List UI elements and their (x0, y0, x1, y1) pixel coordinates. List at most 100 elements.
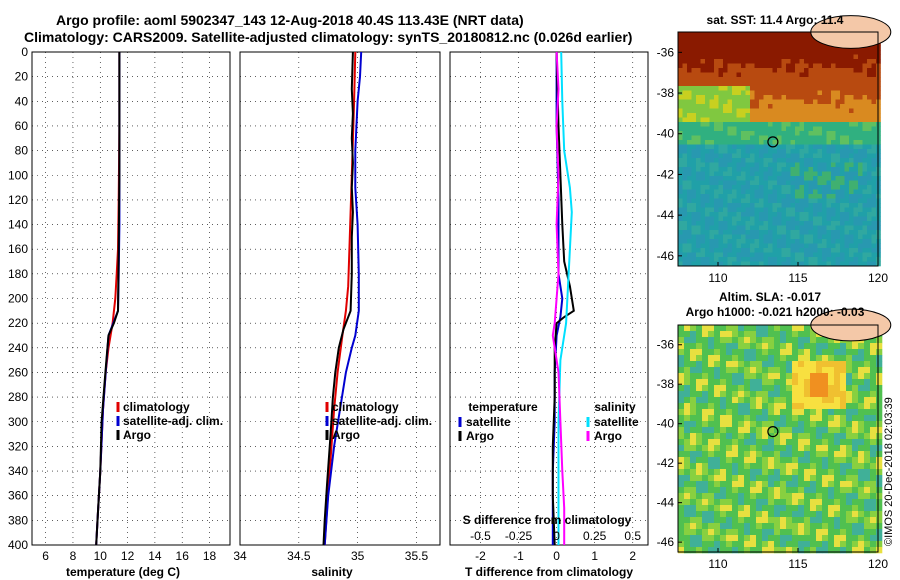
map-cell (678, 41, 683, 46)
map-cell (718, 194, 724, 199)
map-cell (768, 225, 773, 231)
map-cell (696, 409, 703, 416)
map-cell (790, 225, 796, 231)
map-cell (684, 439, 691, 446)
map-cell (732, 511, 739, 518)
map-cell (780, 499, 787, 506)
map-cell (708, 331, 715, 338)
map-cell (849, 171, 854, 177)
map-cell (691, 72, 697, 78)
map-cell (696, 403, 703, 410)
map-cell (867, 113, 872, 118)
map-cell (786, 216, 791, 222)
map-cell (840, 234, 845, 240)
map-cell (696, 198, 701, 204)
map-cell (768, 367, 775, 374)
map-cell (736, 140, 742, 145)
map-cell (858, 541, 865, 548)
map-cell (741, 45, 746, 51)
map-cell (691, 216, 697, 222)
map-cell (756, 451, 763, 458)
map-cell (723, 158, 728, 163)
map-cell (738, 487, 745, 494)
map-cell (871, 261, 877, 267)
map-cell (720, 361, 727, 368)
map-cell (718, 144, 724, 150)
map-cell (834, 433, 841, 440)
map-cell (817, 113, 823, 118)
map-cell (687, 126, 692, 132)
map-cell (756, 403, 763, 410)
map-cell (750, 230, 755, 235)
map-cell (750, 99, 755, 105)
map-cell (804, 367, 811, 374)
map-cell (768, 248, 773, 253)
map-cell (714, 373, 721, 380)
map-cell (774, 337, 781, 344)
map-cell (840, 54, 845, 60)
map-cell (852, 391, 859, 398)
map-cell (817, 108, 823, 114)
map-cell (813, 248, 818, 253)
map-cell (799, 99, 805, 105)
map-cell (696, 427, 703, 434)
map-cell (871, 113, 877, 118)
map-cell (844, 203, 850, 208)
map-cell (786, 149, 791, 154)
map-cell (867, 63, 872, 69)
map-cell (780, 457, 787, 464)
map-cell (786, 99, 791, 105)
map-cell (798, 475, 805, 482)
map-cell (702, 439, 709, 446)
map-cell (745, 86, 751, 91)
map-cell (709, 104, 715, 109)
map-cell (786, 140, 791, 145)
map-cell (831, 72, 836, 78)
map-cell (700, 171, 706, 177)
map-cell (750, 225, 755, 231)
map-cell (813, 212, 818, 217)
map-cell (702, 355, 709, 362)
map-cell (750, 421, 757, 428)
map-cell (871, 50, 877, 55)
map-cell (759, 122, 764, 127)
map-cell (687, 162, 692, 168)
map-cell (720, 403, 727, 410)
map-cell (732, 415, 739, 422)
map-cell (741, 230, 746, 235)
map-cell (750, 535, 757, 542)
map-cell (804, 149, 809, 154)
map-cell (813, 45, 818, 51)
map-cell (708, 343, 715, 350)
map-cell (718, 248, 724, 253)
map-cell (759, 257, 764, 262)
map-cell (858, 95, 863, 100)
map-cell (844, 216, 850, 222)
map-cell (864, 481, 871, 488)
map-cell (808, 50, 814, 55)
map-cell (808, 257, 814, 262)
map-cell (864, 487, 871, 494)
map-cell (691, 189, 697, 195)
map-cell (804, 68, 809, 73)
map-cell (736, 59, 742, 64)
map-cell (795, 225, 800, 231)
map-cell (858, 239, 863, 244)
map-cell (876, 385, 883, 392)
map-cell (714, 45, 719, 51)
map-cell (813, 86, 818, 91)
map-cell (774, 487, 781, 494)
map-cell (756, 529, 763, 536)
map-cell (709, 252, 715, 258)
map-cell (691, 32, 697, 37)
map-cell (774, 403, 781, 410)
map-cell (696, 162, 701, 168)
map-cell (756, 445, 763, 452)
map-cell (705, 135, 710, 141)
map-cell (768, 144, 773, 150)
map-cell (682, 221, 688, 226)
map-cell (846, 415, 853, 422)
map-cell (781, 158, 787, 163)
map-cell (741, 54, 746, 60)
map-cell (799, 198, 805, 204)
